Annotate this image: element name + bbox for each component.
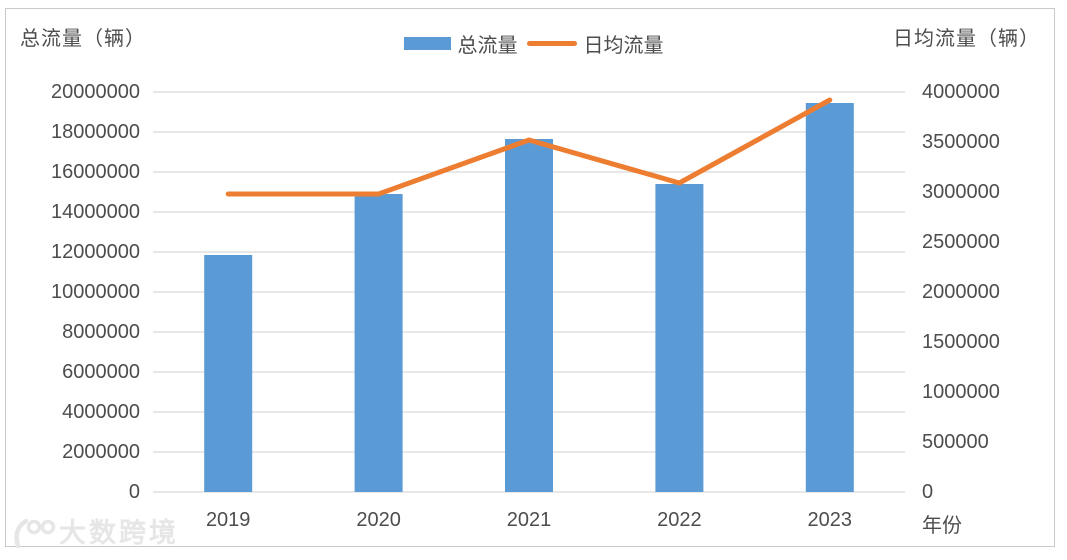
left-axis-tick-label: 16000000: [51, 161, 140, 183]
left-axis-tick-label: 0: [128, 481, 140, 503]
legend: 总流量 日均流量: [0, 29, 1067, 58]
legend-line-swatch: [526, 41, 577, 46]
left-axis-tick-label: 4000000: [62, 401, 140, 423]
x-axis-title: 年份: [922, 515, 962, 537]
watermark: 大数跨境: [10, 511, 179, 550]
right-axis-tick-label: 4000000: [922, 81, 1000, 103]
legend-label-total-flow: 总流量: [457, 35, 518, 57]
x-axis-label-2022: 2022: [657, 509, 702, 531]
right-axis-tick-label: 0: [922, 481, 934, 503]
left-axis-tick-label: 6000000: [62, 361, 140, 383]
bar-2021: [505, 139, 553, 492]
x-axis-label-2019: 2019: [205, 509, 251, 531]
legend-bar-swatch: [403, 37, 451, 50]
left-axis-tick-label: 20000000: [51, 81, 140, 103]
left-axis-tick-label: 2000000: [62, 441, 140, 463]
bar-2022: [655, 184, 704, 492]
right-axis-tick-label: 2000000: [922, 281, 1000, 303]
left-axis-tick-label: 18000000: [51, 121, 140, 143]
left-axis-title: 总流量（辆）: [20, 28, 146, 50]
left-axis-tick-label: 10000000: [51, 281, 140, 303]
right-axis-title: 日均流量（辆）: [893, 28, 1040, 50]
bar-2019: [204, 255, 253, 492]
left-axis-tick-label: 8000000: [62, 321, 140, 343]
x-axis-label-2021: 2021: [506, 509, 552, 531]
right-axis-tick-label: 1000000: [922, 381, 1000, 403]
right-axis-tick-label: 2500000: [922, 231, 1000, 253]
watermark-100-logo: [14, 518, 56, 549]
right-axis-tick-label: 500000: [922, 431, 989, 453]
legend-label-daily-average-flow: 日均流量: [583, 35, 664, 57]
bar-2020: [354, 194, 403, 492]
right-axis-tick-label: 3000000: [922, 181, 1000, 203]
bar-2023: [805, 103, 854, 492]
right-axis-tick-label: 3500000: [922, 131, 1000, 153]
left-axis-tick-label: 14000000: [51, 201, 140, 223]
legend-item-total-flow: 总流量: [403, 29, 518, 58]
x-axis-label-2020: 2020: [356, 509, 401, 531]
x-axis-label-2023: 2023: [807, 509, 853, 531]
left-axis-tick-label: 12000000: [51, 241, 140, 263]
watermark-text: 大数跨境: [59, 518, 179, 548]
legend-item-daily-average-flow: 日均流量: [526, 29, 664, 58]
line-daily-average-flow: [225, 97, 833, 197]
right-axis-tick-label: 1500000: [922, 331, 1000, 353]
